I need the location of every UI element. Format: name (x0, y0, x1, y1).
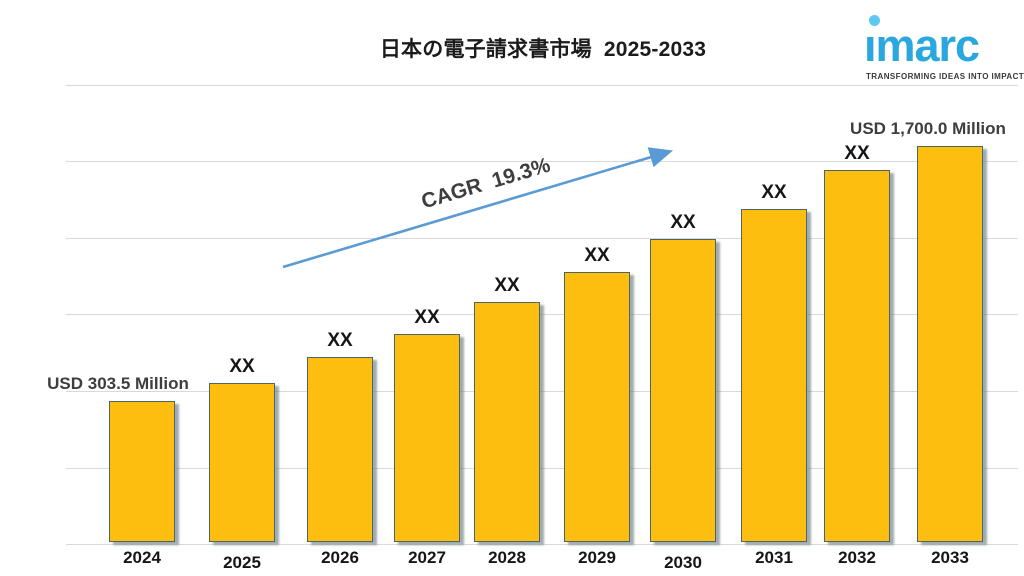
bar-2029 (564, 272, 630, 542)
bar-value-label: XX (761, 182, 787, 203)
bar-value-label: USD 303.5 Million (47, 374, 189, 393)
x-tick-label-2024: 2024 (123, 548, 161, 567)
bar-2031 (741, 209, 807, 542)
bar-value-label: XX (844, 143, 870, 164)
gridline (66, 314, 1018, 315)
gridline (66, 85, 1018, 86)
gridline (66, 238, 1018, 239)
x-tick-label-2029: 2029 (578, 548, 616, 567)
bar-value-label: XX (414, 307, 440, 328)
bar-value-label: XX (229, 356, 255, 377)
x-tick-label-2027: 2027 (408, 548, 446, 567)
x-tick-label-2033: 2033 (931, 548, 969, 567)
bar-2025 (209, 383, 275, 542)
gridline (66, 161, 1018, 162)
bar-value-label: XX (494, 275, 520, 296)
gridline (66, 391, 1018, 392)
bar-value-label: XX (327, 330, 353, 351)
imarc-logo-tagline: TRANSFORMING IDEAS INTO IMPACT (866, 72, 1024, 81)
bar-2033 (917, 146, 983, 542)
bar-value-label: USD 1,700.0 Million (850, 119, 1006, 138)
bar-2027 (394, 334, 460, 542)
chart-title: 日本の電子請求書市場 2025-2033 (379, 38, 707, 61)
x-tick-label-2028: 2028 (488, 548, 526, 567)
gridline (66, 468, 1018, 469)
bar-value-label: XX (584, 245, 610, 266)
x-tick-label-2032: 2032 (838, 548, 876, 567)
imarc-logo-dot-icon (869, 15, 880, 26)
bar-2026 (307, 357, 373, 542)
bar-value-label: XX (670, 212, 696, 233)
bar-2030 (650, 239, 716, 542)
bar-2028 (474, 302, 540, 542)
x-tick-label-2026: 2026 (321, 548, 359, 567)
x-tick-label-2025: 2025 (223, 553, 261, 572)
bar-2024 (109, 401, 175, 542)
gridline (66, 544, 1018, 545)
x-tick-label-2031: 2031 (755, 548, 793, 567)
bar-2032 (824, 170, 890, 542)
imarc-logo-wordmark: ımarc (864, 20, 980, 71)
x-tick-label-2030: 2030 (664, 553, 702, 572)
imarc-logo: ımarc TRANSFORMING IDEAS INTO IMPACT (856, 10, 1024, 81)
